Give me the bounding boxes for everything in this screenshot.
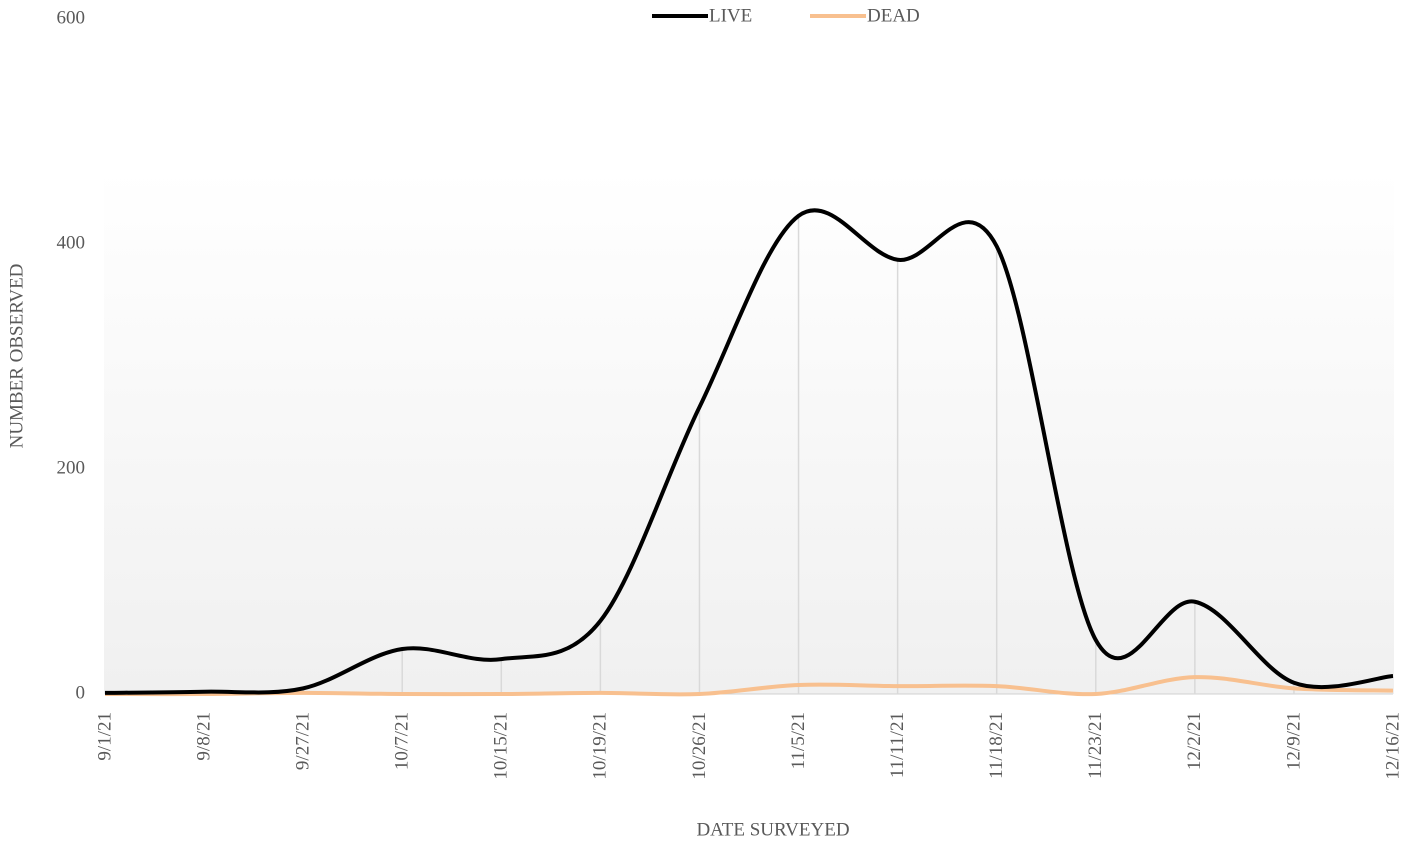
legend-label: LIVE xyxy=(709,5,752,26)
x-tick-label: 10/15/21 xyxy=(491,712,512,780)
x-axis-title: DATE SURVEYED xyxy=(696,819,849,840)
y-tick-label: 0 xyxy=(76,682,86,703)
x-tick-label: 12/2/21 xyxy=(1184,712,1205,770)
y-tick-label: 400 xyxy=(57,232,86,253)
y-tick-label: 600 xyxy=(57,7,86,28)
series-line xyxy=(104,675,1394,697)
x-tick-label: 11/18/21 xyxy=(986,712,1007,779)
x-tick-label: 11/5/21 xyxy=(788,712,809,769)
legend-label: DEAD xyxy=(867,5,920,26)
x-tick-label: 9/8/21 xyxy=(193,712,214,761)
x-tick-label: 11/11/21 xyxy=(887,712,908,778)
x-tick-label: 12/9/21 xyxy=(1283,712,1304,770)
x-tick-label: 9/1/21 xyxy=(94,712,115,761)
y-axis-title: NUMBER OBSERVED xyxy=(6,264,27,449)
x-tick-label: 11/23/21 xyxy=(1085,712,1106,779)
x-tick-label: 10/19/21 xyxy=(590,712,611,780)
x-tick-label: 12/16/21 xyxy=(1382,712,1403,780)
x-tick-label: 10/26/21 xyxy=(689,712,710,780)
x-tick-label: 9/27/21 xyxy=(293,712,314,770)
series-line xyxy=(104,208,1394,695)
plot-background xyxy=(104,170,1394,694)
y-tick-label: 200 xyxy=(57,457,86,478)
x-tick-label: 10/7/21 xyxy=(392,712,413,770)
